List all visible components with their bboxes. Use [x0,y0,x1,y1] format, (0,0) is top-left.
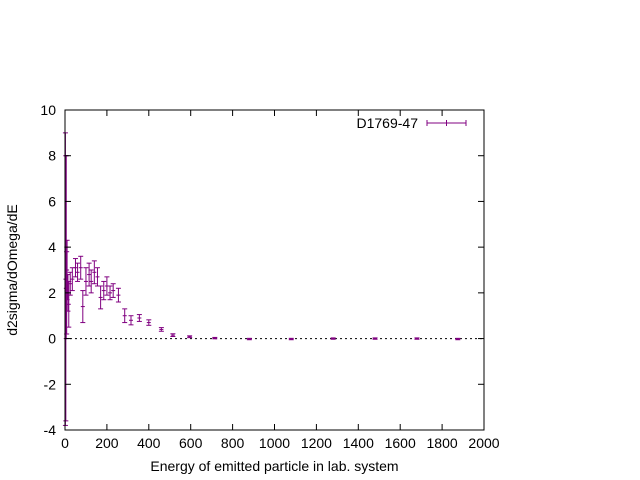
x-axis-ticks: 0 200 400 600 800 1000 1200 1400 1600 1800 2000 [61,110,500,451]
y-tick-label: 0 [48,331,56,347]
data-point [91,260,97,285]
data-point [122,308,128,324]
x-tick-label: 1800 [427,435,458,451]
data-point [170,333,176,338]
data-point [187,335,193,339]
x-tick-label: 1200 [301,435,332,451]
data-point [212,336,218,340]
data-point [86,262,92,287]
y-tick-label: 2 [48,285,56,301]
legend-label-series-1: D1769-47 [357,115,419,131]
y-tick-label: 10 [40,102,56,118]
data-point [88,269,94,294]
x-tick-label: 1400 [343,435,374,451]
x-tick-label: 1000 [259,435,290,451]
x-tick-label: 2000 [468,435,499,451]
legend-sample-series-1 [426,120,467,126]
x-tick-label: 1600 [385,435,416,451]
data-point [75,262,81,282]
x-tick-label: 600 [179,435,203,451]
data-point [128,315,134,326]
data-point [80,290,86,324]
x-axis-label: Energy of emitted particle in lab. syste… [150,458,398,474]
data-point [246,337,252,341]
x-tick-label: 800 [221,435,245,451]
y-axis-ticks: -4 -2 0 2 4 6 8 10 [40,102,484,438]
data-point [330,337,336,340]
data-point [146,319,152,326]
data-point [288,337,294,341]
y-tick-label: 6 [48,193,56,209]
data-point [414,337,420,340]
y-tick-label: 8 [48,148,56,164]
data-point [372,337,378,340]
data-point [67,271,73,296]
y-tick-label: 4 [48,239,56,255]
data-point [101,280,107,301]
data-point [107,285,113,301]
data-point [78,255,84,280]
data-point [98,285,104,310]
legend: D1769-47 [357,115,467,131]
y-tick-label: -4 [44,422,57,438]
data-point [94,267,100,287]
x-tick-label: 400 [137,435,161,451]
y-tick-label: -2 [44,376,57,392]
x-tick-label: 200 [95,435,119,451]
data-point [66,280,72,328]
data-point [455,337,461,341]
data-point [115,287,121,303]
data-point [83,267,89,296]
y-axis-label: d2sigma/dOmega/dE [4,204,20,336]
data-point [158,327,164,332]
x-tick-label: 0 [61,435,69,451]
data-point [110,283,116,298]
data-point [136,314,142,322]
